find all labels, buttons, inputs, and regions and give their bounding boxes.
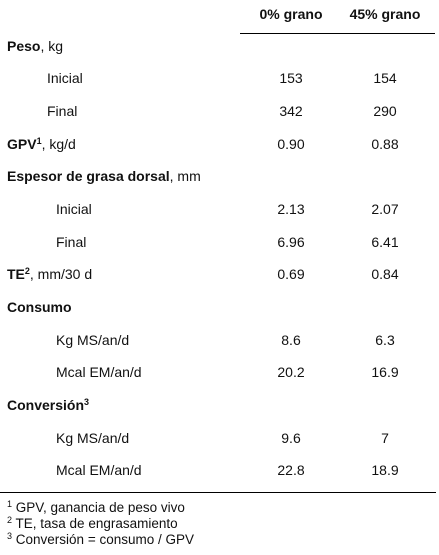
- gpv-title-unit: , kg/d: [41, 136, 76, 152]
- value-0-grano: 153: [279, 70, 303, 86]
- section-title-consumo: Consumo: [0, 297, 439, 317]
- row-label: Inicial: [56, 201, 92, 217]
- row-label: Mcal EM/an/d: [56, 462, 142, 478]
- table-header-row: 0% grano 45% grano: [0, 4, 439, 24]
- section-title-peso: Peso, kg: [0, 36, 439, 56]
- table-row-consumo-kgms: Kg MS/an/d 8.6 6.3: [0, 330, 439, 350]
- table-row-te: TE2, mm/30 d 0.69 0.84: [0, 264, 439, 284]
- row-label: Inicial: [47, 70, 83, 86]
- value-45-grano: 18.9: [371, 462, 399, 478]
- footnote-text: GPV, ganancia de peso vivo: [15, 500, 185, 515]
- row-label: Kg MS/an/d: [56, 430, 130, 446]
- value-0-grano: 2.13: [277, 201, 305, 217]
- header-divider: [240, 33, 435, 34]
- table-row-consumo-mcal: Mcal EM/an/d 20.2 16.9: [0, 362, 439, 382]
- table-row-espesor-final: Final 6.96 6.41: [0, 232, 439, 252]
- table-bottom-rule: [0, 492, 436, 493]
- footnote-1: 1 GPV, ganancia de peso vivo: [7, 500, 185, 516]
- value-0-grano: 0.69: [277, 266, 305, 282]
- table-row-espesor-inicial: Inicial 2.13 2.07: [0, 199, 439, 219]
- column-header-45-grano: 45% grano: [349, 6, 421, 22]
- footnote-number: 1: [7, 499, 13, 509]
- espesor-title-unit: , mm: [169, 168, 201, 184]
- footnote-2: 2 TE, tasa de engrasamiento: [7, 516, 178, 532]
- table-row-gpv: GPV1, kg/d 0.90 0.88: [0, 134, 439, 154]
- peso-title-bold: Peso: [7, 38, 41, 54]
- gpv-footnote-ref: 1: [36, 136, 42, 146]
- value-45-grano: 6.3: [375, 332, 395, 348]
- section-title-conversion: Conversión3: [0, 395, 439, 415]
- conversion-footnote-ref: 3: [84, 397, 90, 407]
- table-row-peso-final: Final 342 290: [0, 101, 439, 121]
- value-45-grano: 0.84: [371, 266, 399, 282]
- value-45-grano: 6.41: [371, 234, 399, 250]
- value-0-grano: 6.96: [277, 234, 305, 250]
- gpv-title-bold: GPV: [7, 136, 37, 152]
- footnote-3: 3 Conversión = consumo / GPV: [7, 532, 194, 548]
- value-45-grano: 290: [373, 103, 397, 119]
- row-label: Final: [56, 234, 87, 250]
- value-45-grano: 0.88: [371, 136, 399, 152]
- table-row-conversion-mcal: Mcal EM/an/d 22.8 18.9: [0, 460, 439, 480]
- footnote-text: Conversión = consumo / GPV: [15, 532, 194, 547]
- value-45-grano: 2.07: [371, 201, 399, 217]
- espesor-title-bold: Espesor de grasa dorsal: [7, 168, 170, 184]
- consumo-title: Consumo: [7, 299, 72, 315]
- value-0-grano: 22.8: [277, 462, 305, 478]
- peso-title-unit: , kg: [40, 38, 64, 54]
- value-45-grano: 16.9: [371, 364, 399, 380]
- value-0-grano: 8.6: [281, 332, 301, 348]
- row-label: Final: [47, 103, 78, 119]
- row-label: Kg MS/an/d: [56, 332, 130, 348]
- conversion-title-bold: Conversión: [7, 397, 85, 413]
- value-0-grano: 9.6: [281, 430, 301, 446]
- footnote-number: 2: [7, 515, 13, 525]
- te-footnote-ref: 2: [24, 266, 30, 276]
- footnote-text: TE, tasa de engrasamiento: [15, 516, 178, 531]
- value-45-grano: 154: [373, 70, 397, 86]
- table-row-conversion-kgms: Kg MS/an/d 9.6 7: [0, 428, 439, 448]
- value-0-grano: 0.90: [277, 136, 305, 152]
- row-label: Mcal EM/an/d: [56, 364, 142, 380]
- value-0-grano: 342: [279, 103, 303, 119]
- te-title-bold: TE: [7, 266, 25, 282]
- footnote-number: 3: [7, 531, 13, 541]
- value-45-grano: 7: [381, 430, 389, 446]
- section-title-espesor: Espesor de grasa dorsal, mm: [0, 166, 439, 186]
- value-0-grano: 20.2: [277, 364, 305, 380]
- te-title-unit: , mm/30 d: [29, 266, 93, 282]
- table-row-peso-inicial: Inicial 153 154: [0, 68, 439, 88]
- column-header-0-grano: 0% grano: [259, 6, 323, 22]
